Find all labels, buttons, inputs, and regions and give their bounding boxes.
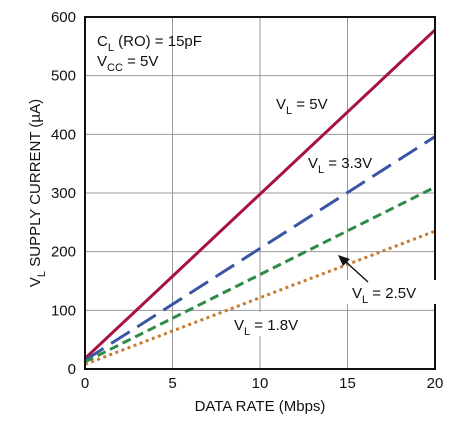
y-tick-label: 600 xyxy=(51,9,76,26)
series-label-4-main: V xyxy=(234,317,244,334)
y-tick-label: 500 xyxy=(51,68,76,85)
y-tick-label: 300 xyxy=(51,185,76,202)
series-label-2-rest: = 3.3V xyxy=(324,155,372,172)
series-label-3-rest: = 2.5V xyxy=(368,285,416,302)
y-axis-label-main: V xyxy=(27,277,44,287)
series-label-2: VL = 3.3V xyxy=(308,155,372,176)
series-lines xyxy=(83,28,437,366)
x-tick-label: 15 xyxy=(339,375,356,392)
series-label-1: VL = 5V xyxy=(276,96,328,117)
series-line-4 xyxy=(84,229,436,366)
label-background xyxy=(230,312,304,336)
series-label-1-main: V xyxy=(276,96,286,113)
y-tick-label: 200 xyxy=(51,244,76,261)
series-label-3-main: V xyxy=(352,285,362,302)
x-tick-label: 5 xyxy=(168,375,176,392)
x-tick-label: 10 xyxy=(252,375,269,392)
y-tick-label: 0 xyxy=(68,361,76,378)
condition-label-2-rest: = 5V xyxy=(123,53,158,70)
series-label-3: VL = 2.5V xyxy=(352,285,416,306)
series-label-3-sub: L xyxy=(362,294,368,306)
series-label-2-sub: L xyxy=(318,164,324,176)
condition-label-2: VCC = 5V xyxy=(97,53,158,74)
series-label-2-main: V xyxy=(308,155,318,172)
y-axis-label-sub: L xyxy=(36,271,48,277)
x-axis-label: DATA RATE (Mbps) xyxy=(195,398,326,415)
x-tick-label: 0 xyxy=(81,375,89,392)
series-label-4-sub: L xyxy=(244,326,250,338)
annotation-arrow-line xyxy=(345,261,369,283)
condition-label-1: CL (RO) = 15pF xyxy=(97,33,202,54)
condition-label-1-rest: (RO) = 15pF xyxy=(114,33,202,50)
condition-label-2-sub: CC xyxy=(107,62,123,74)
y-axis-label-rest: SUPPLY CURRENT (µA) xyxy=(27,99,44,271)
y-tick-label: 400 xyxy=(51,126,76,143)
series-line-3 xyxy=(84,185,436,364)
label-background xyxy=(345,280,437,304)
series-label-1-rest: = 5V xyxy=(292,96,327,113)
y-tick-label: 100 xyxy=(51,302,76,319)
y-axis-label: VL SUPPLY CURRENT (µA) xyxy=(27,99,48,287)
condition-label-2-main: V xyxy=(97,53,107,70)
series-label-1-sub: L xyxy=(286,105,292,117)
x-tick-label: 20 xyxy=(427,375,444,392)
series-line-1 xyxy=(83,28,437,360)
plot-frame xyxy=(84,16,436,370)
condition-label-1-sub: L xyxy=(108,42,114,54)
condition-label-1-main: C xyxy=(97,33,108,50)
series-label-4-rest: = 1.8V xyxy=(250,317,298,334)
annotation-arrowhead xyxy=(338,255,350,266)
series-line-2 xyxy=(84,135,436,362)
series-label-4: VL = 1.8V xyxy=(234,317,298,338)
